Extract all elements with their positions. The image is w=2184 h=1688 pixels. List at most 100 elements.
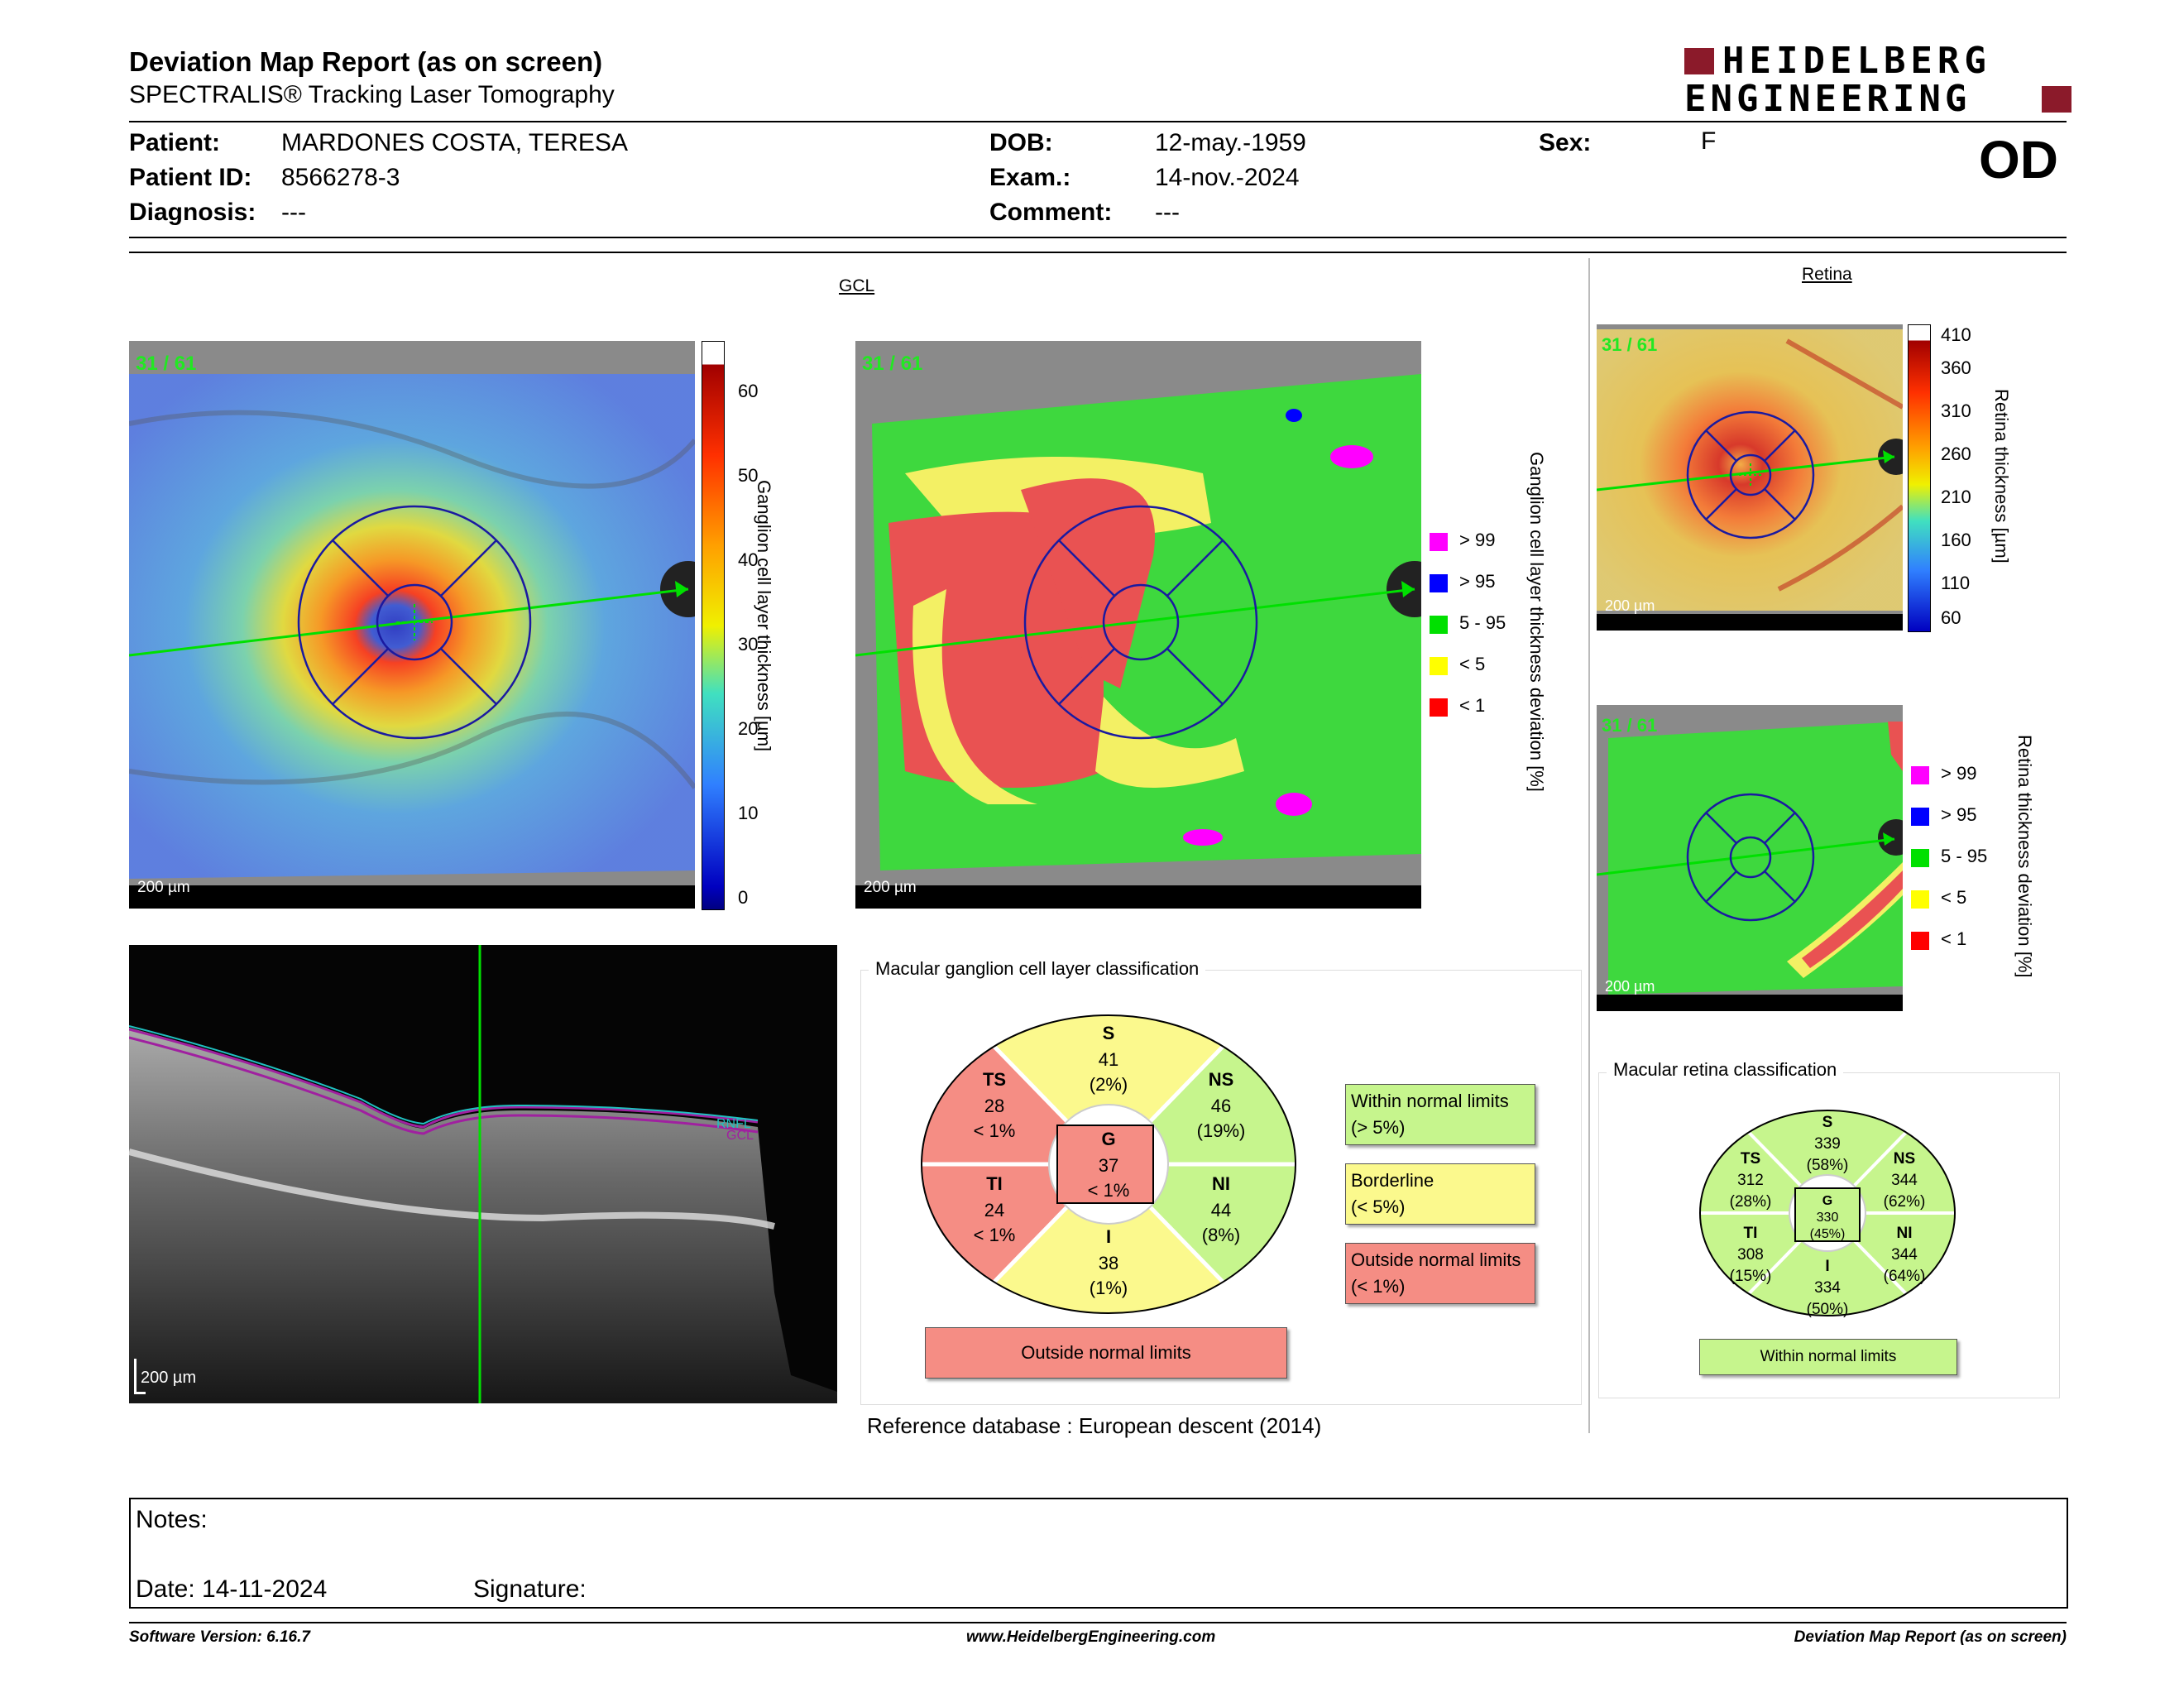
reference-database: Reference database : European descent (2… — [867, 1413, 1322, 1438]
retina-colorbar — [1908, 324, 1931, 632]
gcl-thickness-scan-label: 31 / 61 — [136, 352, 197, 375]
retina-sector-chart: S 339 (58%) TS 312 (28%) NS 344 (62%) G … — [1699, 1110, 1956, 1318]
gcl-sector-chart: S 41 (2%) TS 28 < 1% NS 46 (19%) G 37 < … — [921, 1014, 1296, 1314]
retina-thickness-scan-label: 31 / 61 — [1602, 334, 1658, 355]
gcl-legend-within: Within normal limits (> 5%) — [1345, 1084, 1535, 1145]
retina-deviation-legend: > 99 > 95 5 - 95 < 5 < 1 — [1911, 763, 2002, 970]
retina-s-pct: (58%) — [1807, 1157, 1849, 1174]
exam-date: 14-nov.-2024 — [1155, 164, 1300, 191]
retina-s-name: S — [1822, 1114, 1833, 1131]
gcl-i-value: 38 — [1099, 1253, 1118, 1273]
retina-deviation-scan-label: 31 / 61 — [1602, 715, 1658, 736]
gcl-s-pct: (2%) — [1090, 1074, 1128, 1095]
retina-classification-title: Macular retina classification — [1607, 1059, 1844, 1081]
gcl-s-name: S — [1103, 1023, 1115, 1043]
retina-i-value: 334 — [1814, 1279, 1841, 1297]
comment: --- — [1155, 199, 1180, 226]
oct-layer-label-gcl: GCL — [726, 1129, 754, 1143]
gcl-ts-pct: < 1% — [974, 1120, 1016, 1141]
retina-deviation-map: 31 / 61 200 µm — [1597, 705, 1903, 1011]
exam-label: Exam.: — [989, 164, 1071, 191]
gcl-classification-title: Macular ganglion cell layer classificati… — [869, 958, 1206, 980]
gcl-section-title: GCL — [839, 276, 875, 295]
gcl-deviation-map: 31 / 61 200 µm — [855, 341, 1421, 909]
retina-ts-pct: (28%) — [1730, 1193, 1772, 1211]
eye-label: OD — [1979, 130, 2058, 189]
gcl-ns-name: NS — [1209, 1069, 1234, 1090]
retina-ns-pct: (62%) — [1884, 1193, 1926, 1211]
gcl-sector-s-left — [922, 1015, 1109, 1164]
gcl-ni-pct: (8%) — [1202, 1225, 1240, 1245]
patient-id-label: Patient ID: — [129, 164, 252, 191]
gcl-colorbar-ticks: 60 50 40 30 20 10 0 — [738, 381, 759, 908]
gcl-legend-outside: Outside normal limits (< 1%) — [1345, 1243, 1535, 1304]
gcl-deviation-scale-label: 200 µm — [864, 879, 917, 896]
gcl-ti-value: 24 — [984, 1200, 1004, 1220]
gcl-i-name: I — [1106, 1226, 1111, 1247]
retina-deviation-legend-title: Retina thickness deviation [%] — [2014, 735, 2035, 978]
date-label: Date: 14-11-2024 — [136, 1575, 328, 1603]
gcl-ts-name: TS — [983, 1069, 1006, 1090]
sex: F — [1701, 127, 1717, 155]
gcl-g-name: G — [1101, 1129, 1115, 1149]
gcl-thickness-scale-label: 200 µm — [137, 879, 190, 896]
gcl-sector-i — [993, 1164, 1224, 1313]
gcl-legend-borderline: Borderline (< 5%) — [1345, 1163, 1535, 1225]
gcl-ti-name: TI — [986, 1173, 1003, 1194]
retina-g-value: 330 — [1817, 1211, 1839, 1225]
diagnosis: --- — [281, 199, 306, 226]
dob: 12-may.-1959 — [1155, 129, 1306, 156]
retina-deviation-scale-label: 200 µm — [1605, 978, 1655, 995]
diagnosis-label: Diagnosis: — [129, 199, 256, 226]
signature-label[interactable]: Signature: — [473, 1575, 587, 1603]
logo-line-2: ENGINEERING — [1684, 78, 1971, 120]
sex-label: Sex: — [1539, 129, 1592, 156]
gcl-ni-value: 44 — [1211, 1200, 1231, 1220]
retina-colorbar-ticks: 410 360 310 260 210 160 110 60 — [1941, 324, 1971, 628]
retina-ns-value: 344 — [1891, 1172, 1918, 1189]
gcl-classification-result: Outside normal limits — [925, 1327, 1287, 1379]
retina-i-pct: (50%) — [1807, 1301, 1849, 1318]
retina-ts-value: 312 — [1737, 1172, 1764, 1189]
gcl-ns-pct: (19%) — [1197, 1120, 1246, 1141]
gcl-deviation-scan-label: 31 / 61 — [862, 352, 923, 375]
gcl-ns-value: 46 — [1211, 1096, 1231, 1116]
oct-scale-label: 200 µm — [141, 1369, 197, 1387]
retina-i-name: I — [1825, 1258, 1829, 1275]
gcl-colorbar-title: Ganglion cell layer thickness [µm] — [754, 480, 774, 752]
retina-thickness-map: 31 / 61 200 µm — [1597, 324, 1903, 631]
retina-ni-pct: (64%) — [1884, 1268, 1926, 1285]
footer-report-title: Deviation Map Report (as on screen) — [1794, 1628, 2067, 1646]
heidelberg-logo: HEIDELBERG ENGINEERING — [1684, 43, 2073, 122]
gcl-g-value: 37 — [1099, 1155, 1118, 1176]
gcl-i-pct: (1%) — [1090, 1278, 1128, 1298]
gcl-s-value: 41 — [1099, 1049, 1118, 1070]
gcl-sector-g — [1056, 1125, 1154, 1204]
dob-label: DOB: — [989, 129, 1053, 156]
gcl-colorbar — [702, 341, 725, 910]
gcl-ti-pct: < 1% — [974, 1225, 1016, 1245]
retina-thickness-scale-label: 200 µm — [1605, 597, 1655, 614]
oct-layer-label-rnfl: RNFL — [716, 1117, 751, 1131]
notes-label: Notes: — [136, 1506, 208, 1533]
gcl-ni-name: NI — [1212, 1173, 1230, 1194]
software-version: Software Version: 6.16.7 — [129, 1628, 310, 1646]
retina-ns-name: NS — [1894, 1150, 1915, 1168]
retina-s-value: 339 — [1814, 1135, 1841, 1153]
retina-colorbar-title: Retina thickness [µm] — [1991, 389, 2012, 563]
retina-ni-name: NI — [1897, 1225, 1913, 1242]
retina-section-title: Retina — [1802, 265, 1852, 284]
retina-g-pct: (45%) — [1810, 1227, 1846, 1241]
oct-bscan: RNFL GCL 200 µm — [129, 945, 837, 1403]
retina-classification-result: Within normal limits — [1699, 1339, 1957, 1375]
patient-name-label: Patient: — [129, 129, 221, 156]
retina-ni-value: 344 — [1891, 1246, 1918, 1264]
retina-g-name: G — [1822, 1194, 1832, 1208]
gcl-g-pct: < 1% — [1088, 1180, 1130, 1201]
report-title: Deviation Map Report (as on screen) — [129, 46, 603, 77]
website-link[interactable]: www.HeidelbergEngineering.com — [966, 1628, 1216, 1646]
gcl-deviation-legend: > 99 > 95 5 - 95 < 5 < 1 — [1430, 530, 1529, 736]
gcl-classification-panel — [860, 970, 1582, 1405]
patient-name: MARDONES COSTA, TERESA — [281, 129, 628, 156]
gcl-thickness-map: 31 / 61 200 µm — [129, 341, 695, 909]
